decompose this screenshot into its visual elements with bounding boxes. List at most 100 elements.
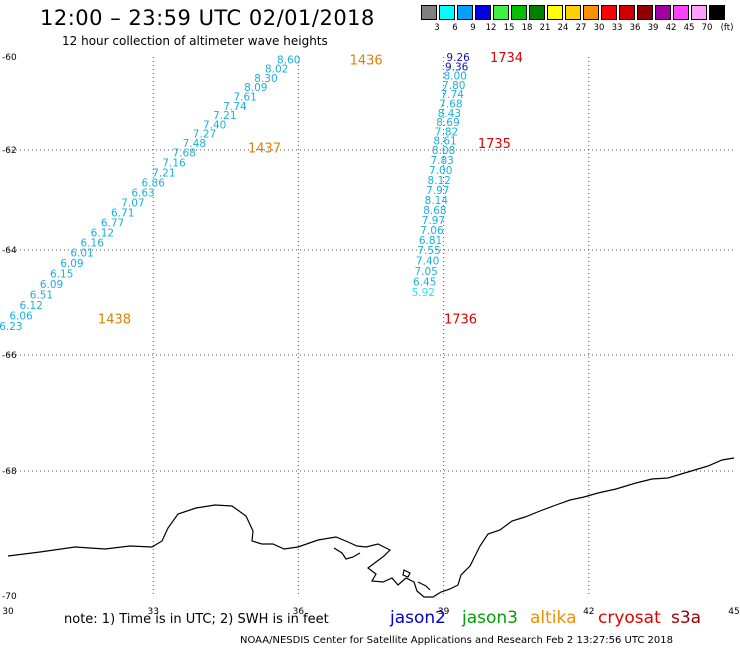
chart-subtitle: 12 hour collection of altimeter wave hei… xyxy=(62,34,328,48)
wave-height-value: 8.08 xyxy=(432,145,455,157)
x-tick-label: 30 xyxy=(2,607,14,617)
pass-time-label: 1438 xyxy=(98,312,131,327)
pass-time-label: 1436 xyxy=(350,53,383,68)
antarctic-coastline xyxy=(7,457,735,598)
satellite-name: altika xyxy=(530,608,577,628)
wave-height-value: 6.86 xyxy=(142,178,166,190)
pass-time-label: 1734 xyxy=(490,51,523,66)
wave-height-value: 6.06 xyxy=(9,311,33,323)
wave-height-value: 7.68 xyxy=(439,99,462,111)
y-tick-label: -64 xyxy=(2,246,17,256)
legend-swatch xyxy=(421,5,437,20)
coastline-islet xyxy=(402,569,411,578)
wave-height-value: 7.07 xyxy=(121,198,144,210)
wave-height-value: 9.26 xyxy=(446,52,470,64)
chart-title: 12:00 – 23:59 UTC 02/01/2018 xyxy=(40,6,375,30)
x-tick-label: 45 xyxy=(728,607,739,617)
wave-height-value: 6.81 xyxy=(419,235,442,247)
legend-swatch xyxy=(547,5,563,20)
wave-height-value: 6.16 xyxy=(81,238,105,250)
wave-height-value: 6.45 xyxy=(413,277,436,289)
legend-label: 36 xyxy=(629,23,641,33)
legend-swatch xyxy=(493,5,509,20)
footer-note: note: 1) Time is in UTC; 2) SWH is in fe… xyxy=(64,612,329,627)
legend-label: 15 xyxy=(503,23,515,33)
legend-swatch xyxy=(529,5,545,20)
wave-height-value: 8.00 xyxy=(444,71,467,83)
legend-label: 3 xyxy=(434,23,440,33)
wave-height-value: 8.30 xyxy=(254,73,277,85)
wave-height-value: 7.80 xyxy=(442,80,465,92)
pass-time-label: 1735 xyxy=(478,137,511,152)
legend-swatch xyxy=(655,5,671,20)
legend-swatch xyxy=(565,5,581,20)
wave-height-value: 7.06 xyxy=(420,225,444,237)
legend-swatch xyxy=(673,5,689,20)
wave-height-value: 8.09 xyxy=(244,82,267,94)
legend-label: 24 xyxy=(557,23,569,33)
legend-label: 6 xyxy=(452,23,458,33)
wave-height-value: 8.68 xyxy=(423,205,446,217)
legend-label: 70 xyxy=(701,23,713,33)
wave-height-value: 7.21 xyxy=(213,110,236,122)
wave-height-value: 6.09 xyxy=(40,279,63,291)
wave-height-value: 7.55 xyxy=(417,245,440,257)
lat-lon-grid xyxy=(8,57,734,596)
coastline-bay xyxy=(417,581,431,591)
wave-height-value: 7.48 xyxy=(183,138,206,150)
satellite-name: jason3 xyxy=(462,608,518,628)
satellite-name: jason2 xyxy=(390,608,446,628)
wave-height-value: 7.74 xyxy=(223,101,247,113)
wave-height-value: 8.43 xyxy=(438,108,461,120)
y-tick-label: -68 xyxy=(2,467,17,477)
legend-label: 45 xyxy=(683,23,695,33)
wave-height-value: 8.60 xyxy=(277,54,300,66)
y-tick-label: -62 xyxy=(2,146,17,156)
coastline-inlet xyxy=(333,547,361,560)
legend-label: 39 xyxy=(647,23,659,33)
x-tick-label: 39 xyxy=(438,607,450,617)
legend-swatch xyxy=(511,5,527,20)
legend-swatch xyxy=(439,5,455,20)
wave-height-value: 8.69 xyxy=(436,117,459,129)
legend-label: 27 xyxy=(575,23,587,33)
x-tick-label: 42 xyxy=(583,607,594,617)
wave-height-value: 8.61 xyxy=(433,136,456,148)
wave-height-value: 6.71 xyxy=(111,208,134,220)
satellite-name: cryosat xyxy=(598,608,661,628)
wave-height-value: 9.36 xyxy=(445,61,469,73)
x-tick-label: 33 xyxy=(147,607,158,617)
y-tick-label: -66 xyxy=(2,351,17,361)
y-tick-label: -70 xyxy=(2,592,17,602)
x-tick-label: 36 xyxy=(293,607,305,617)
y-tick-label: -60 xyxy=(2,53,17,63)
axis-tick-labels: 30 33 36 39 42 45 -60 -62 -64 -66 -68 -70 xyxy=(2,53,740,617)
legend-label: 21 xyxy=(539,23,551,33)
wave-height-value: 6.12 xyxy=(91,228,114,240)
wave-height-value: 7.00 xyxy=(429,165,452,177)
wave-height-value: 6.77 xyxy=(101,218,124,230)
wave-height-value: 7.97 xyxy=(426,185,449,197)
wave-height-value: 8.12 xyxy=(428,175,451,187)
wave-height-value: 7.97 xyxy=(422,215,445,227)
legend-label: 9 xyxy=(470,23,476,33)
legend-label: 18 xyxy=(521,23,533,33)
legend-swatch xyxy=(619,5,635,20)
wave-height-value: 7.21 xyxy=(152,168,175,180)
pass-time-label: 1736 xyxy=(444,312,477,327)
wave-height-value: 7.83 xyxy=(430,155,453,167)
wave-height-value: 5.92 xyxy=(412,287,435,299)
legend-label: 30 xyxy=(593,23,605,33)
wave-height-value: 7.05 xyxy=(414,266,437,278)
legend-swatch xyxy=(457,5,473,20)
wave-height-value: 6.23 xyxy=(0,321,23,333)
legend-swatch xyxy=(637,5,653,20)
wave-height-value: 7.40 xyxy=(203,119,226,131)
wave-height-value: 6.09 xyxy=(60,258,83,270)
legend-swatch xyxy=(601,5,617,20)
wave-height-value: 7.40 xyxy=(416,256,439,268)
wave-height-value: 6.15 xyxy=(50,269,73,281)
pass-time-label: 1437 xyxy=(248,142,281,157)
wave-height-value: 7.27 xyxy=(193,129,216,141)
